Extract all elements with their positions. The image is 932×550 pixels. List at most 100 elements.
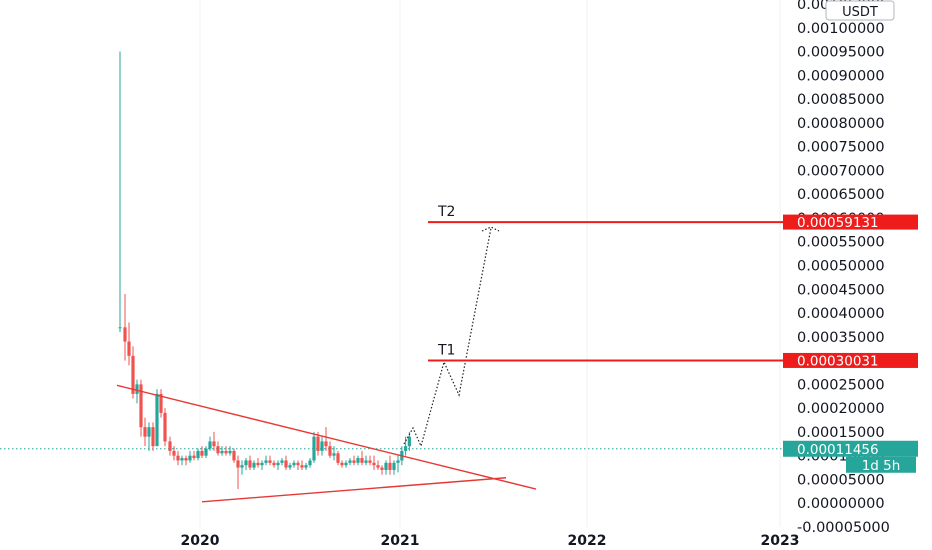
y-tick-label: 0.00005000 [797, 472, 885, 488]
candle-body [151, 427, 155, 447]
candle-body [304, 465, 308, 468]
candle-body [224, 450, 228, 454]
candle-body [123, 327, 127, 342]
candle-body [244, 460, 248, 466]
y-tick-label: 0.00095000 [797, 45, 885, 61]
candle-body [288, 465, 292, 468]
candle-body [172, 450, 176, 456]
candle-body [300, 465, 304, 468]
y-tick-label: 0.00050000 [797, 259, 885, 275]
candle-body [139, 384, 143, 428]
y-tick-label: 0.00015000 [797, 425, 885, 441]
y-tick-label: 0.00070000 [797, 163, 885, 179]
candle-body [320, 441, 324, 451]
candle-body [184, 458, 188, 461]
y-tick-label: -0.00005000 [797, 520, 890, 536]
candle-body [340, 462, 344, 466]
candles [118, 51, 411, 489]
y-tick-label: 0.00065000 [797, 187, 885, 203]
candle-body [368, 460, 372, 463]
candle-body [352, 460, 356, 463]
current-price-tag [783, 440, 918, 457]
y-tick-label: 0.00100000 [797, 21, 885, 37]
candle-body [348, 460, 352, 463]
y-tick-label: 0.00080000 [797, 116, 885, 132]
candle-body [384, 462, 388, 470]
candle-body [240, 465, 244, 468]
chart-grid [199, 0, 781, 527]
candle-body [280, 460, 284, 463]
y-tick-label: 0.00090000 [797, 68, 885, 84]
target-price-tag-text-t2: 0.00059131 [797, 215, 879, 231]
countdown-tag [846, 456, 916, 473]
candle-body [188, 455, 192, 461]
candle-body [396, 460, 400, 463]
y-tick-label: 0.00085000 [797, 92, 885, 108]
candle-body [159, 393, 163, 413]
triangle-lower-line [201, 477, 507, 503]
candle-body [380, 467, 384, 470]
candle-body [256, 462, 260, 466]
candle-body [180, 458, 184, 461]
candle-body [163, 412, 167, 442]
candle-body [216, 446, 220, 454]
y-tick-label: 0.00000000 [797, 496, 885, 512]
y-tick-label: 0.00020000 [797, 401, 885, 417]
x-tick-label: 2021 [381, 533, 420, 549]
currency-badge[interactable]: USDT [825, 0, 895, 21]
candle-body [264, 460, 268, 463]
y-tick-label: 0.00055000 [797, 235, 885, 251]
candle-body [168, 441, 172, 451]
candle-body [196, 450, 200, 459]
projection-dotted-path [403, 227, 492, 448]
current-price-tag-text: 0.00011456 [797, 442, 879, 458]
candle-body [276, 462, 280, 466]
candle-body [364, 460, 368, 463]
candle-body [135, 384, 139, 394]
candle-body [204, 448, 208, 456]
x-tick-label: 2020 [181, 533, 220, 549]
candle-body [192, 455, 196, 459]
candle-body [200, 450, 204, 456]
candle-body [155, 393, 159, 447]
candle-body [404, 446, 408, 451]
candle-body [220, 450, 224, 454]
target-label-t1: T1 [437, 342, 455, 358]
projection-path [403, 226, 500, 448]
candle-body [356, 458, 360, 463]
candle-body [296, 462, 300, 466]
candle-body [147, 427, 151, 437]
countdown-tag-text: 1d 5h [862, 458, 901, 474]
candle-body [332, 453, 336, 456]
candle-body [212, 441, 216, 447]
candle-body [328, 446, 332, 456]
candle-body [252, 462, 256, 468]
candle-body [284, 460, 288, 468]
candle-body [232, 450, 236, 461]
candle-body [376, 465, 380, 468]
candle-body [208, 441, 212, 449]
triangle-pattern [116, 384, 537, 503]
candle-body [228, 450, 232, 454]
target-price-tag-t1 [783, 352, 918, 368]
candle-body [176, 455, 180, 461]
price-axis[interactable]: 0.001050000.001000000.000950000.00090000… [797, 0, 890, 536]
candle-body [131, 355, 135, 394]
time-axis[interactable]: 2020 2021 2022 2023 [181, 533, 800, 549]
x-tick-label: 2022 [568, 533, 607, 549]
candle-body [392, 462, 396, 470]
candle-body [316, 436, 320, 451]
candle-body [268, 460, 272, 463]
candle-body [127, 341, 131, 356]
candle-body [312, 436, 316, 461]
currency-badge-box[interactable] [825, 0, 895, 21]
candle-body [143, 427, 147, 437]
candle-body [308, 460, 312, 466]
candle-body [236, 460, 240, 468]
currency-badge-label: USDT [842, 5, 878, 20]
y-tick-label: 0.00040000 [797, 306, 885, 322]
x-tick-label: 2023 [761, 533, 800, 549]
candle-body [360, 458, 364, 463]
